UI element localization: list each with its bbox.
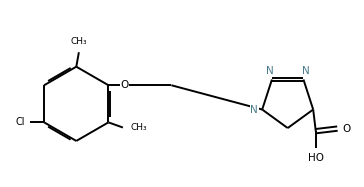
Text: O: O [121,80,129,90]
Text: N: N [302,66,309,76]
Text: CH₃: CH₃ [131,123,147,132]
Text: N: N [266,66,274,76]
Text: O: O [343,124,351,134]
Text: CH₃: CH₃ [71,37,87,46]
Text: N: N [250,105,258,114]
Text: HO: HO [308,153,324,163]
Text: Cl: Cl [15,117,24,127]
